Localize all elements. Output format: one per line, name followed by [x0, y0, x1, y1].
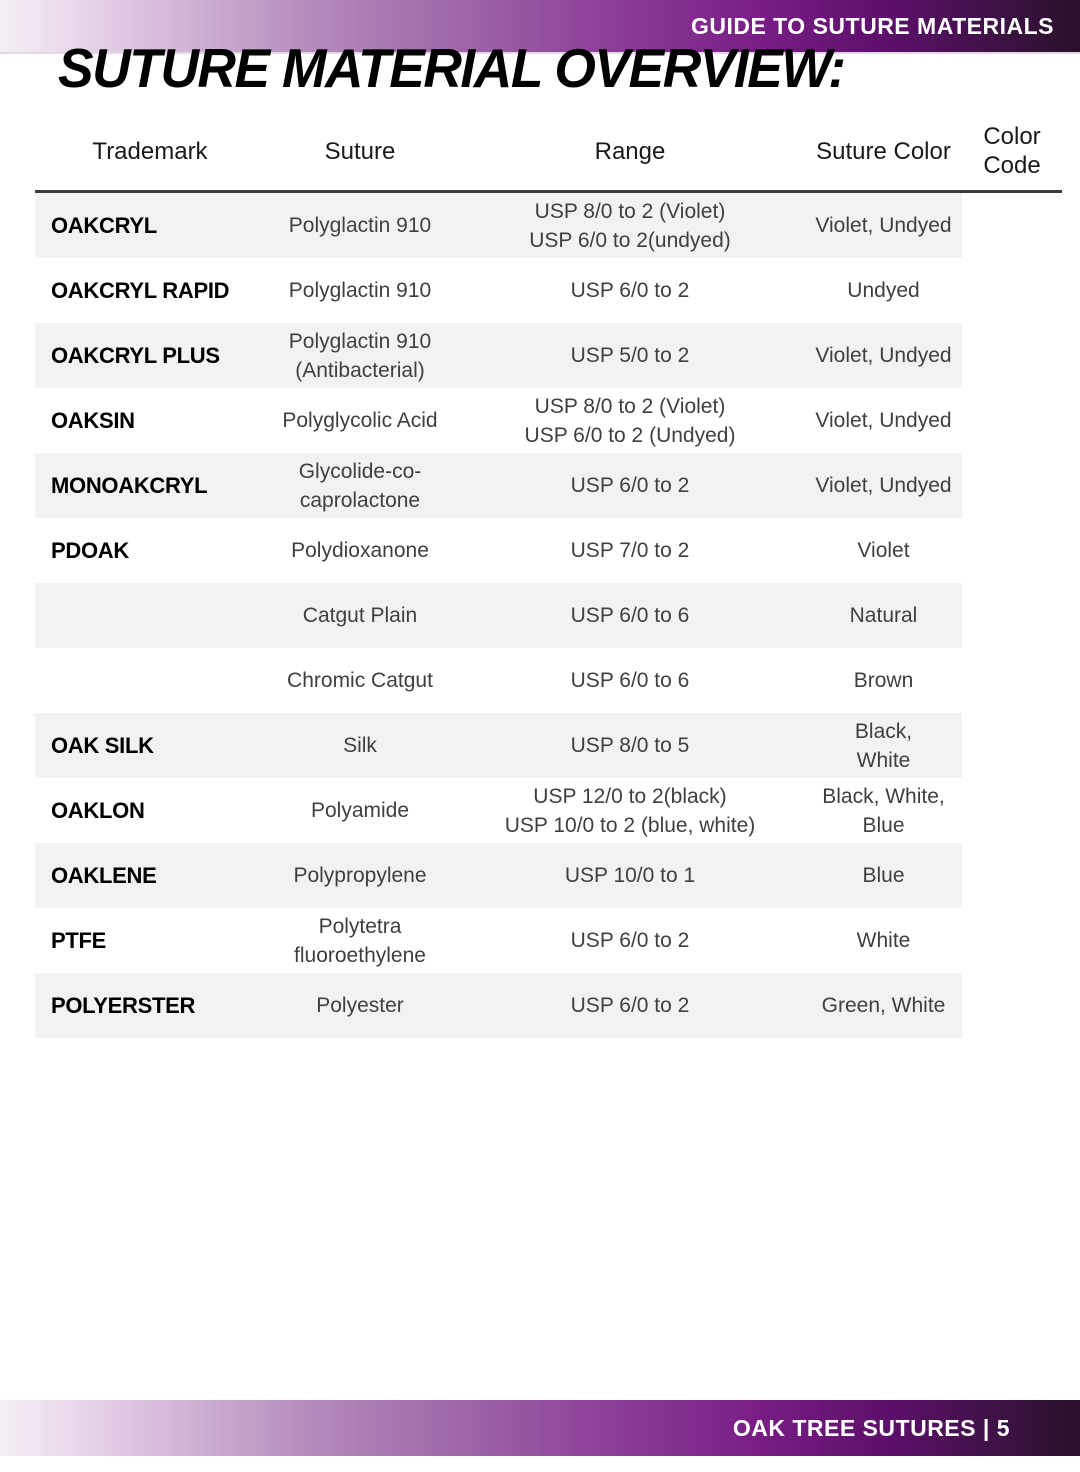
cell-range: USP 6/0 to 6: [570, 669, 690, 692]
table-row: OAKCRYL PLUS Polyglactin 910 (Antibacter…: [35, 323, 1062, 388]
cell-trademark: OAKCRYL PLUS: [35, 323, 265, 388]
table-row: OAKCRYL Polyglactin 910 USP 8/0 to 2 (Vi…: [35, 193, 1062, 258]
cell-color-code: [962, 778, 1062, 843]
cell-range: USP 5/0 to 2: [455, 323, 805, 388]
cell-suture-color: Blue: [805, 843, 962, 908]
cell-suture-color: Black, White: [805, 713, 962, 778]
cell-trademark: POLYERSTER: [35, 973, 265, 1038]
cell-range: USP 6/0 to 2: [455, 453, 805, 518]
cell-range: USP 6/0 to 2: [570, 279, 690, 302]
cell-trademark: OAKCRYL RAPID: [51, 278, 230, 303]
cell-suture-color: Violet, Undyed: [805, 453, 962, 518]
cell-color-code: [962, 518, 1062, 583]
cell-color-code: [962, 843, 1062, 908]
top-banner-title: GUIDE TO SUTURE MATERIALS: [690, 12, 1054, 39]
cell-trademark: OAKLON: [51, 798, 145, 823]
cell-suture-color: Brown: [853, 669, 914, 692]
table-header-row: Trademark Suture Range Suture Color Colo…: [35, 112, 1062, 193]
cell-suture: Polyglactin 910 (Antibacterial): [265, 323, 455, 388]
cell-suture: Polyglactin 910: [265, 193, 455, 258]
table-row: OAKLENE Polypropylene USP 10/0 to 1 Blue: [35, 843, 1062, 908]
cell-range: USP 8/0 to 2 (Violet) USP 6/0 to 2 (Undy…: [524, 394, 736, 447]
cell-suture: Polyester: [265, 973, 455, 1038]
cell-suture-color: Violet: [857, 539, 910, 562]
cell-range: USP 8/0 to 2 (Violet) USP 6/0 to 2(undye…: [455, 193, 805, 258]
cell-trademark: OAKCRYL: [35, 193, 265, 258]
cell-trademark: OAK SILK: [35, 713, 265, 778]
column-header-color-code: Color Code: [983, 123, 1041, 179]
cell-range: USP 6/0 to 2: [455, 973, 805, 1038]
cell-color-code: [962, 583, 1062, 648]
table-row: OAKLON Polyamide USP 12/0 to 2(black) US…: [35, 778, 1062, 843]
suture-table: Trademark Suture Range Suture Color Colo…: [35, 112, 1062, 1038]
cell-suture-color: Undyed: [847, 279, 920, 302]
cell-range: USP 7/0 to 2: [570, 539, 690, 562]
table-row: OAKSIN Polyglycolic Acid USP 8/0 to 2 (V…: [35, 388, 1062, 453]
bottom-banner: OAK TREE SUTURES | 5: [0, 1400, 1080, 1456]
cell-trademark: OAKSIN: [51, 408, 135, 433]
cell-range: USP 8/0 to 5: [455, 713, 805, 778]
cell-trademark: MONOAKCRYL: [35, 453, 265, 518]
cell-suture: Silk: [265, 713, 455, 778]
cell-trademark: [35, 648, 265, 713]
cell-range: USP 6/0 to 2: [570, 929, 690, 952]
cell-suture: Catgut Plain: [265, 583, 455, 648]
cell-range: USP 6/0 to 6: [455, 583, 805, 648]
table-row: Chromic Catgut USP 6/0 to 6 Brown: [35, 648, 1062, 713]
cell-color-code: [962, 648, 1062, 713]
cell-color-code: [962, 323, 1062, 388]
cell-suture: Chromic Catgut: [287, 669, 433, 692]
column-header-trademark: Trademark: [92, 137, 208, 165]
column-header-suture: Suture: [324, 137, 396, 165]
cell-range: USP 12/0 to 2(black) USP 10/0 to 2 (blue…: [504, 784, 756, 837]
cell-color-code: [962, 258, 1062, 323]
cell-suture: Polyamide: [310, 799, 410, 822]
table-row: MONOAKCRYL Glycolide-co- caprolactone US…: [35, 453, 1062, 518]
cell-suture: Polyglycolic Acid: [282, 409, 438, 432]
cell-suture: Polypropylene: [265, 843, 455, 908]
cell-color-code: [962, 193, 1062, 258]
cell-suture-color: Natural: [805, 583, 962, 648]
cell-suture: Glycolide-co- caprolactone: [265, 453, 455, 518]
cell-suture-color: Violet, Undyed: [805, 193, 962, 258]
column-header-range: Range: [594, 137, 666, 165]
cell-color-code: [962, 908, 1062, 973]
cell-trademark: OAKLENE: [35, 843, 265, 908]
cell-trademark: PTFE: [51, 928, 107, 953]
cell-suture-color: Violet, Undyed: [805, 323, 962, 388]
table-row: OAK SILK Silk USP 8/0 to 5 Black, White: [35, 713, 1062, 778]
cell-color-code: [962, 713, 1062, 778]
cell-suture-color: Violet, Undyed: [815, 409, 952, 432]
table-row: PDOAK Polydioxanone USP 7/0 to 2 Violet: [35, 518, 1062, 583]
cell-suture: Polyglactin 910: [288, 279, 432, 302]
cell-color-code: [962, 388, 1062, 453]
footer-title-and-page-number: OAK TREE SUTURES | 5: [732, 1414, 1010, 1441]
cell-color-code: [962, 973, 1062, 1038]
cell-color-code: [962, 453, 1062, 518]
table-row: OAKCRYL RAPID Polyglactin 910 USP 6/0 to…: [35, 258, 1062, 323]
column-header-suture-color: Suture Color: [816, 137, 951, 165]
table-body: OAKCRYL Polyglactin 910 USP 8/0 to 2 (Vi…: [35, 193, 1062, 1038]
table-row: PTFE Polytetra fluoroethylene USP 6/0 to…: [35, 908, 1062, 973]
cell-trademark: PDOAK: [51, 538, 129, 563]
cell-suture-color: Green, White: [805, 973, 962, 1038]
cell-range: USP 10/0 to 1: [455, 843, 805, 908]
top-banner: GUIDE TO SUTURE MATERIALS: [0, 0, 1080, 54]
cell-suture: Polytetra fluoroethylene: [294, 914, 426, 967]
table-row: POLYERSTER Polyester USP 6/0 to 2 Green,…: [35, 973, 1062, 1038]
table-row: Catgut Plain USP 6/0 to 6 Natural: [35, 583, 1062, 648]
cell-suture-color: White: [856, 929, 911, 952]
cell-suture: Polydioxanone: [291, 539, 429, 562]
cell-suture-color: Black, White, Blue: [822, 784, 945, 837]
page-title: SUTURE MATERIAL OVERVIEW:: [58, 37, 846, 99]
cell-trademark: [35, 583, 265, 648]
